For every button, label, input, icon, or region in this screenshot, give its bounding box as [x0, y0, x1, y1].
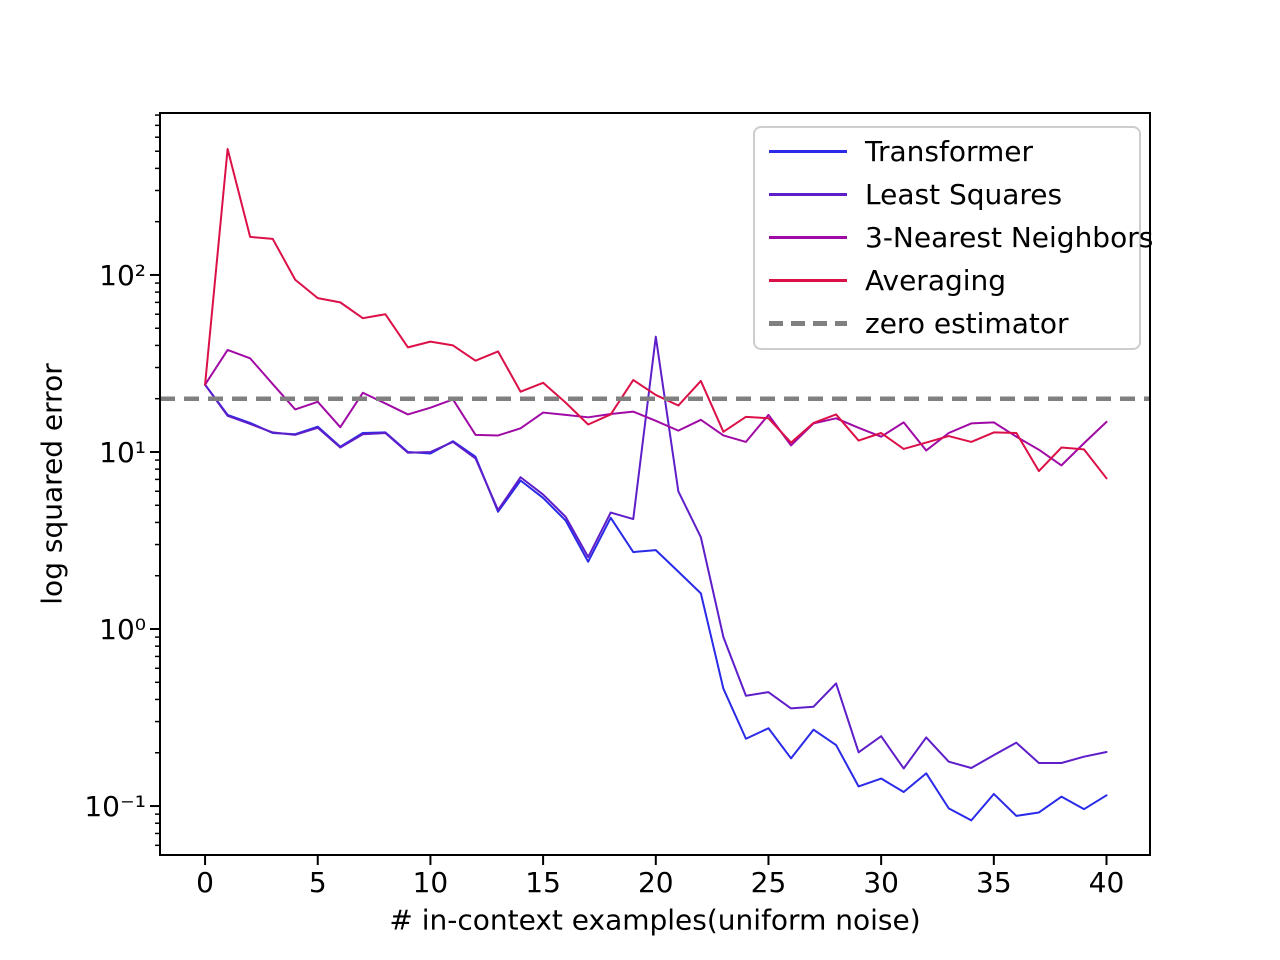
- x-tick-label: 10: [413, 866, 449, 899]
- legend-row-transformer: Transformer: [755, 130, 1139, 173]
- line-3-nearest-neighbors: [204, 348, 1108, 467]
- legend-label-3-nearest-neighbors: 3-Nearest Neighbors: [865, 221, 1154, 254]
- legend-line-3-nearest-neighbors: [769, 236, 847, 239]
- y-tick-label: 10²: [99, 259, 146, 292]
- legend-label-transformer: Transformer: [865, 135, 1034, 168]
- legend-row-averaging: Averaging: [755, 259, 1139, 302]
- line-transformer: [204, 383, 1108, 822]
- legend-label-averaging: Averaging: [865, 264, 1007, 297]
- line-least-squares: [204, 335, 1108, 770]
- y-axis-label: log squared error: [35, 363, 69, 605]
- legend-line-transformer: [769, 150, 847, 153]
- y-tick-label: 10⁰: [99, 613, 146, 646]
- x-tick-label: 20: [638, 866, 674, 899]
- legend-row-3-nearest-neighbors: 3-Nearest Neighbors: [755, 216, 1153, 259]
- x-tick-label: 30: [863, 866, 899, 899]
- legend-line-least-squares: [769, 193, 847, 196]
- line-averaging: [204, 147, 1108, 480]
- x-tick-label: 40: [1089, 866, 1125, 899]
- legend-label-zero-estimator: zero estimator: [865, 307, 1069, 340]
- x-tick-label: 25: [751, 866, 787, 899]
- legend-row-zero-estimator: zero estimator: [755, 302, 1139, 345]
- y-tick-label: 10¹: [99, 436, 146, 469]
- legend-label-least-squares: Least Squares: [865, 178, 1063, 211]
- legend-row-least-squares: Least Squares: [755, 173, 1139, 216]
- axes-spines: [159, 112, 1151, 856]
- x-tick-label: 0: [196, 866, 214, 899]
- legend-line-averaging: [769, 279, 847, 282]
- x-tick-label: 5: [309, 866, 327, 899]
- x-tick-label: 15: [525, 866, 561, 899]
- x-axis-label: # in-context examples(uniform noise): [389, 903, 921, 937]
- legend: Transformer Least Squares 3-Nearest Neig…: [753, 126, 1153, 350]
- x-tick-label: 35: [976, 866, 1012, 899]
- y-tick-label: 10⁻¹: [84, 790, 146, 823]
- legend-line-zero-estimator: [769, 321, 847, 326]
